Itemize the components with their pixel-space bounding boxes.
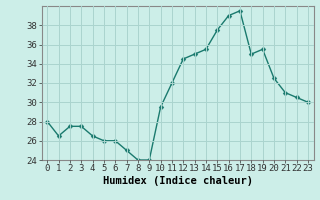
- X-axis label: Humidex (Indice chaleur): Humidex (Indice chaleur): [103, 176, 252, 186]
